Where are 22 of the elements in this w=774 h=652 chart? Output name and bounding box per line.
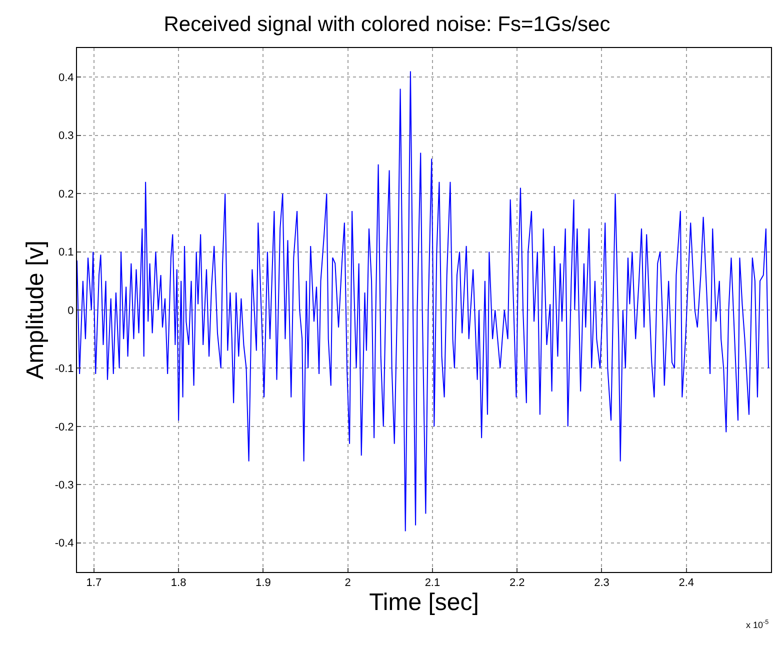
y-tick-label: -0.1 — [54, 363, 74, 376]
text: x 10$^{-5}$ — [746, 619, 770, 630]
x-tick-label: 1.9 — [256, 577, 271, 590]
x-tick-label: 2.2 — [509, 577, 525, 590]
y-tick-label: -0.4 — [54, 538, 74, 550]
y-tick-label: 0 — [68, 304, 74, 317]
y-tick-label: 0.2 — [58, 188, 74, 200]
y-tick-label: 0.1 — [58, 246, 74, 259]
x-tick-label: 2 — [344, 577, 351, 590]
line-series — [77, 70, 769, 532]
y-axis-title: Amplitude [v] — [22, 240, 49, 380]
x-tick-label: 1.7 — [86, 577, 102, 590]
x-tick-label: 2.4 — [678, 577, 694, 590]
x-axis-title: Time [sec] — [369, 589, 479, 616]
x-tick-label: 1.8 — [170, 577, 186, 590]
x-tick-label: 2.3 — [594, 577, 610, 590]
chart-title: Received signal with colored noise: Fs=1Gs/sec — [164, 13, 610, 36]
y-tick-label: -0.2 — [54, 421, 74, 434]
y-tick-label: 0.3 — [58, 130, 74, 142]
y-tick-label: -0.3 — [54, 480, 74, 492]
x-tick-label: 2.1 — [424, 577, 440, 590]
y-tick-label: 0.4 — [58, 72, 74, 84]
